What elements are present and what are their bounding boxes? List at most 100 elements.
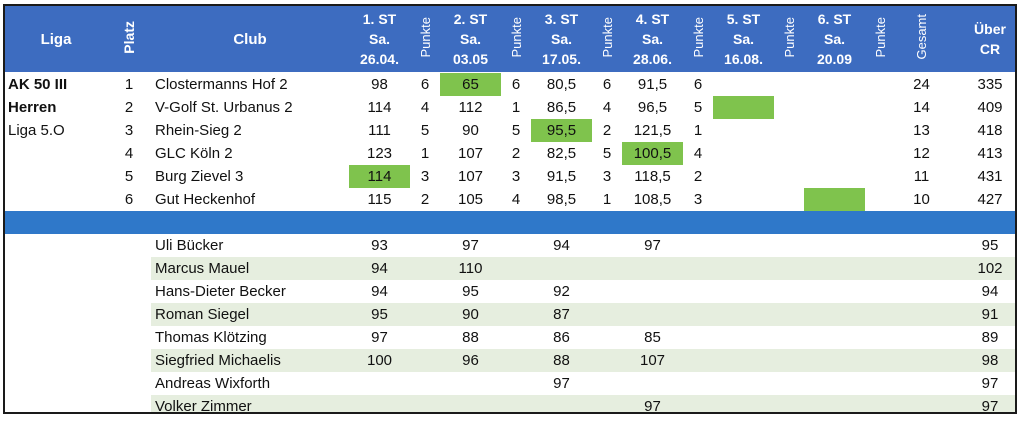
team-score-2: 105 bbox=[457, 191, 484, 208]
header-punkte-4: Punkte bbox=[690, 16, 706, 58]
team-score-1: 111 bbox=[368, 122, 391, 139]
player-score-1: 94 bbox=[349, 257, 410, 280]
player-score-4 bbox=[622, 303, 683, 326]
team-points-3: 5 bbox=[602, 145, 612, 162]
liga-line3: Liga 5.O bbox=[8, 122, 65, 139]
team-platz: 2 bbox=[124, 99, 134, 116]
team-row: 4 GLC Köln 2 123 1 107 2 82,5 5 100,5 4 … bbox=[5, 142, 1015, 165]
stage-1-title: 1. ST bbox=[362, 11, 397, 27]
team-points-2: 1 bbox=[511, 99, 521, 116]
header-stage-6: 6. ST Sa. 20.09 bbox=[804, 6, 865, 73]
player-score-1: 94 bbox=[371, 283, 388, 300]
player-name: Andreas Wixforth bbox=[155, 375, 271, 392]
header-punkte-1: Punkte bbox=[417, 16, 433, 58]
team-club: Rhein-Sieg 2 bbox=[155, 122, 242, 139]
player-score-2: 95 bbox=[462, 283, 479, 300]
team-score-6 bbox=[804, 188, 865, 211]
player-score-3: 97 bbox=[553, 375, 570, 392]
team-points-1: 5 bbox=[420, 122, 430, 139]
team-points-4: 4 bbox=[693, 145, 703, 162]
header-punkte-3: Punkte bbox=[599, 16, 615, 58]
stage-6-day: Sa. bbox=[823, 31, 845, 47]
team-score-4: 121,5 bbox=[633, 122, 672, 139]
player-score-1 bbox=[349, 395, 410, 412]
team-points-5 bbox=[774, 119, 804, 142]
player-row: Uli Bücker 93 97 94 97 95 bbox=[5, 234, 1015, 257]
stage-2-day: Sa. bbox=[459, 31, 481, 47]
team-score-5 bbox=[713, 119, 774, 142]
team-club: V-Golf St. Urbanus 2 bbox=[155, 99, 293, 116]
team-score-4: 118,5 bbox=[634, 168, 671, 185]
team-gesamt: 24 bbox=[913, 76, 930, 93]
header-punkte-6: Punkte bbox=[872, 16, 888, 58]
player-score-2: 90 bbox=[440, 303, 501, 326]
section-separator bbox=[5, 211, 1015, 234]
player-score-2: 96 bbox=[440, 349, 501, 372]
player-row: Roman Siegel 95 90 87 91 bbox=[5, 303, 1015, 326]
team-points-3: 1 bbox=[602, 191, 612, 208]
stage-1-date: 26.04. bbox=[360, 51, 399, 67]
stage-6-title: 6. ST bbox=[817, 11, 852, 27]
team-score-1: 98 bbox=[371, 76, 388, 93]
team-points-6 bbox=[865, 73, 895, 97]
team-points-3: 4 bbox=[602, 99, 612, 116]
team-gesamt: 14 bbox=[913, 99, 930, 116]
player-cr: 95 bbox=[981, 237, 999, 254]
team-points-1: 2 bbox=[420, 191, 430, 208]
header-stage-2: 2. ST Sa. 03.05 bbox=[440, 6, 501, 73]
player-score-4 bbox=[622, 257, 683, 280]
team-club: Gut Heckenhof bbox=[155, 191, 256, 208]
player-score-4 bbox=[622, 280, 683, 303]
team-score-3: 86,5 bbox=[546, 99, 577, 116]
header-row: Liga Platz Club 1. ST Sa. 26.04. Punkte 2.… bbox=[5, 6, 1015, 73]
team-score-2: 107 bbox=[457, 145, 484, 162]
results-table-frame: Liga Platz Club 1. ST Sa. 26.04. Punkte 2.… bbox=[3, 4, 1017, 414]
team-platz: 1 bbox=[124, 76, 134, 93]
team-points-6 bbox=[865, 142, 895, 165]
player-score-1: 95 bbox=[349, 303, 410, 326]
team-gesamt: 10 bbox=[913, 191, 930, 208]
player-score-1 bbox=[349, 372, 410, 395]
team-points-6 bbox=[865, 119, 895, 142]
player-name: Uli Bücker bbox=[155, 237, 224, 254]
team-score-5 bbox=[713, 142, 774, 165]
team-points-4: 1 bbox=[693, 122, 703, 139]
player-score-4: 85 bbox=[644, 329, 661, 346]
player-score-2 bbox=[440, 395, 501, 412]
player-name: Roman Siegel bbox=[151, 303, 349, 326]
team-gesamt: 13 bbox=[913, 122, 930, 139]
team-gesamt: 12 bbox=[913, 145, 930, 162]
team-cr: 418 bbox=[977, 122, 1003, 139]
team-points-6 bbox=[865, 188, 895, 211]
team-score-1: 114 bbox=[367, 99, 392, 116]
player-name: Hans-Dieter Becker bbox=[155, 283, 286, 300]
team-club: Burg Zievel 3 bbox=[155, 168, 244, 185]
team-score-6 bbox=[804, 142, 865, 165]
player-cr: 91 bbox=[948, 303, 1015, 326]
stage-2-date: 03.05 bbox=[452, 51, 489, 67]
stage-4-day: Sa. bbox=[641, 31, 663, 47]
team-score-3: 82,5 bbox=[546, 145, 577, 162]
team-points-2: 3 bbox=[511, 168, 521, 185]
stage-5-title: 5. ST bbox=[726, 11, 761, 27]
team-points-5 bbox=[774, 142, 804, 165]
team-score-3: 80,5 bbox=[546, 76, 577, 93]
player-score-3: 86 bbox=[553, 329, 570, 346]
header-stage-3: 3. ST Sa. 17.05. bbox=[531, 6, 592, 73]
team-points-6 bbox=[865, 96, 895, 119]
player-score-2: 97 bbox=[462, 237, 479, 254]
team-points-3: 6 bbox=[602, 76, 612, 93]
team-score-4: 100,5 bbox=[622, 142, 683, 165]
player-score-4: 97 bbox=[644, 237, 661, 254]
player-row: Hans-Dieter Becker 94 95 92 94 bbox=[5, 280, 1015, 303]
team-points-4: 2 bbox=[693, 168, 703, 185]
player-score-2: 88 bbox=[462, 329, 479, 346]
header-gesamt: Gesamt bbox=[914, 14, 929, 60]
player-cr: 97 bbox=[981, 375, 999, 392]
team-score-6 bbox=[804, 119, 865, 142]
player-score-2 bbox=[440, 372, 501, 395]
player-score-4 bbox=[622, 372, 683, 395]
team-score-5 bbox=[713, 188, 774, 211]
team-score-4: 108,5 bbox=[633, 191, 672, 208]
header-punkte-5: Punkte bbox=[781, 16, 797, 58]
